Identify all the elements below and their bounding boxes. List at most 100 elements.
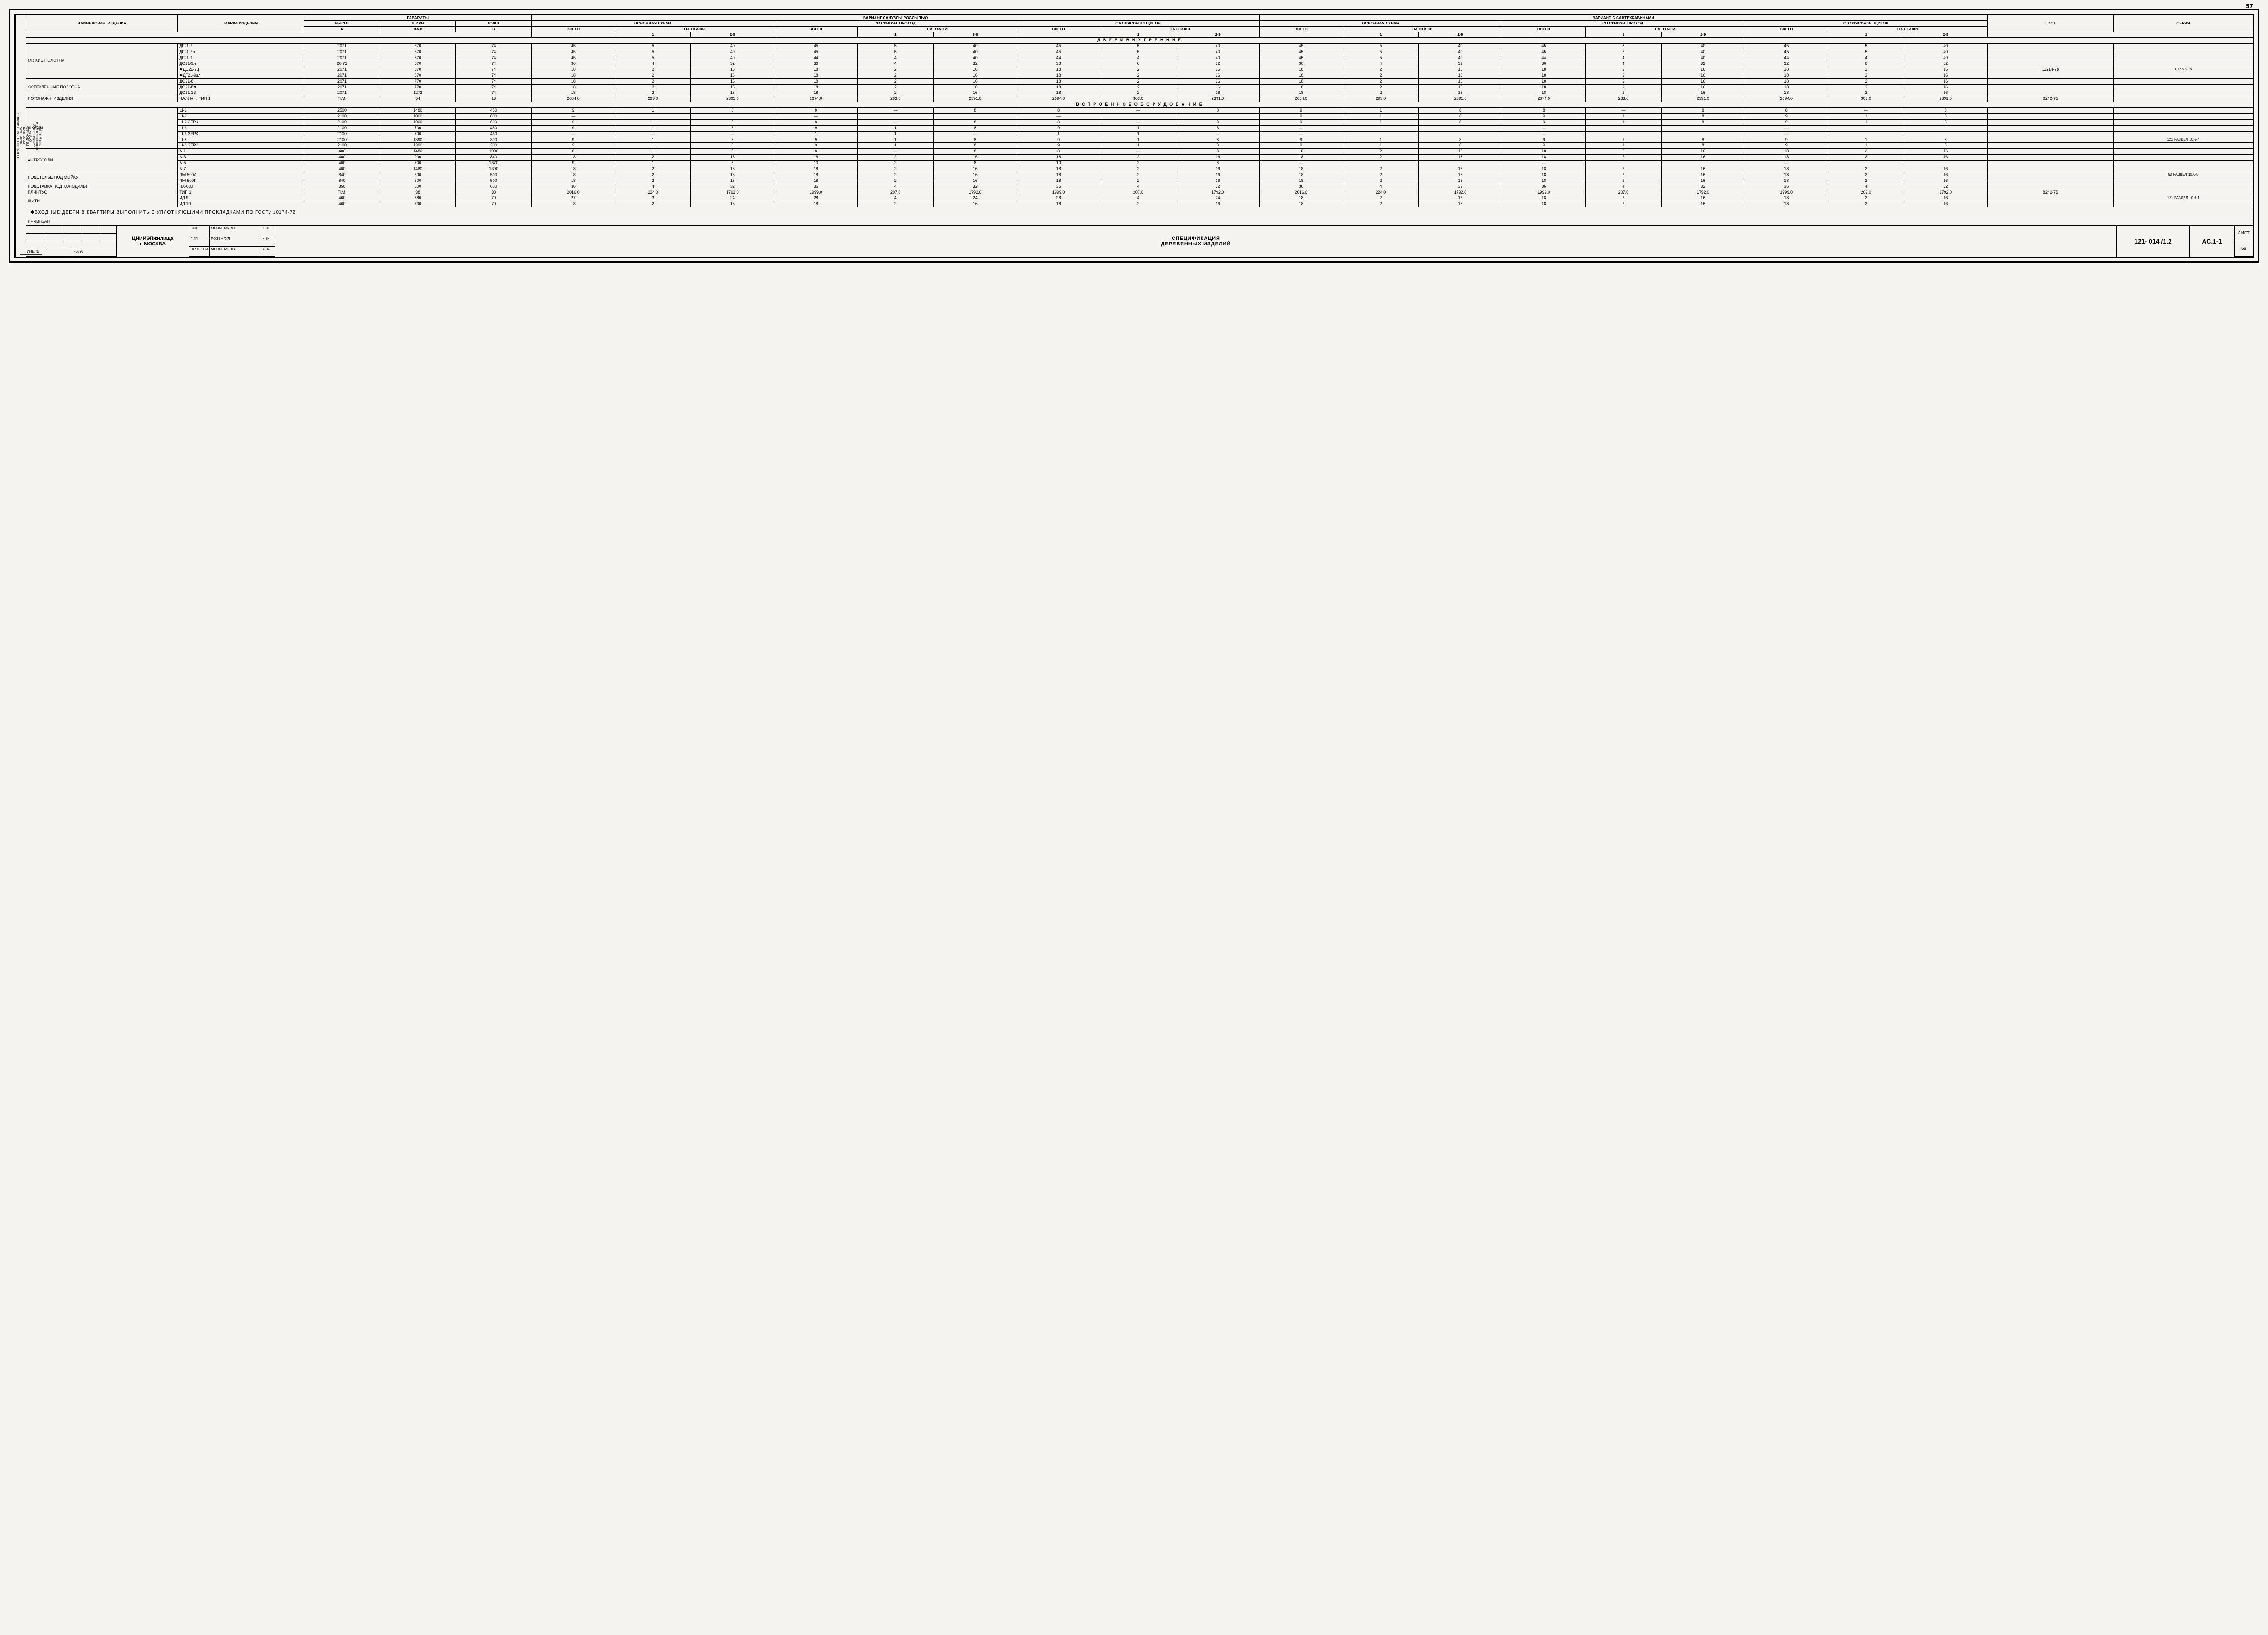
value-cell: 18 [774, 84, 858, 90]
table-row: Ш-62100700450918918918——— [26, 125, 2253, 131]
value-cell: 18 [774, 201, 858, 207]
value-cell: 10 [774, 161, 858, 166]
dim-cell: 450 [456, 108, 532, 114]
value-cell: 2 [1828, 73, 1904, 78]
dim-cell: 600 [380, 172, 456, 178]
value-cell: — [1745, 131, 1828, 137]
value-cell: 2 [1585, 90, 1661, 96]
value-cell: 8 [1904, 137, 1987, 143]
value-cell: 293.0 [1343, 96, 1418, 102]
dim-cell: П.М. [304, 96, 380, 102]
dim-cell: 2100 [304, 113, 380, 119]
col-vsego: ВСЕГО [532, 26, 615, 32]
value-cell: 16 [1176, 67, 1260, 73]
value-cell: 16 [1904, 67, 1987, 73]
specification-table: НАИМЕНОВАН. ИЗДЕЛИЯ МАРКА ИЗДЕЛИЯ ГАБАРИ… [26, 15, 2253, 207]
value-cell: 16 [1176, 90, 1260, 96]
value-cell [1176, 113, 1260, 119]
value-cell: 2 [615, 201, 691, 207]
value-cell: 5 [615, 55, 691, 61]
value-cell: 18 [1260, 155, 1343, 161]
value-cell: 36 [774, 61, 858, 67]
tb-title: СПЕЦИФИКАЦИЯДЕРЕВЯННЫХ ИЗДЕЛИЙ [275, 226, 2117, 257]
value-cell: 5 [858, 49, 934, 55]
col-naet: НА ЭТАЖИ [1585, 26, 1745, 32]
table-row: Ш-8 ЗЕРК.21001390300918918918918918918 [26, 143, 2253, 149]
seria-cell [2114, 143, 2253, 149]
value-cell: 16 [1661, 201, 1745, 207]
seria-cell [2114, 44, 2253, 49]
value-cell: 2 [1828, 178, 1904, 184]
col-mark: МАРКА ИЗДЕЛИЯ [178, 15, 304, 32]
col-vsego: ВСЕГО [1017, 26, 1100, 32]
mark-cell: ДО21-9л [178, 61, 304, 67]
value-cell: 36 [1745, 184, 1828, 190]
value-cell: 5 [1343, 49, 1418, 55]
value-cell: 40 [1661, 44, 1745, 49]
value-cell: — [1745, 161, 1828, 166]
seria-cell [2114, 108, 2253, 114]
value-cell [1904, 131, 1987, 137]
seria-cell [2114, 125, 2253, 131]
value-cell: — [1100, 149, 1176, 155]
value-cell: — [1828, 108, 1904, 114]
dim-cell: 700 [380, 125, 456, 131]
value-cell: 2 [858, 90, 934, 96]
value-cell: 2684.0 [532, 96, 615, 102]
value-cell: 5 [1100, 44, 1176, 49]
mark-cell: ДГ21-7 [178, 44, 304, 49]
mark-cell: ✱ДГ21-9цл [178, 73, 304, 78]
value-cell: 4 [1585, 184, 1661, 190]
value-cell: 1792.0 [1176, 190, 1260, 195]
value-cell: 6 [1100, 61, 1176, 67]
value-cell: 24 [934, 195, 1017, 201]
col-b-sub: ТОЛЩ. [456, 21, 532, 26]
value-cell: 16 [1904, 78, 1987, 84]
dim-cell: 1480 [380, 166, 456, 172]
stamp-cell: ПОДПИСЬ И ДАТА [36, 17, 39, 255]
col-variant1: ВАРИАНТ САНУЗЛЫ РОССЫПЬЮ [532, 15, 1260, 21]
value-cell: 1 [615, 119, 691, 125]
value-cell: 2391.0 [1419, 96, 1502, 102]
table-row: Ш-2 ЗЕРК.210010006009188—88—8918918918 [26, 119, 2253, 125]
dim-cell: 2100 [304, 125, 380, 131]
value-cell: 2 [615, 172, 691, 178]
value-cell: 40 [934, 49, 1017, 55]
value-cell: 1 [858, 125, 934, 131]
value-cell: 224.0 [615, 190, 691, 195]
table-row: Ш-221001000600———918918918 [26, 113, 2253, 119]
value-cell: — [1502, 125, 1585, 131]
main-frame: НОРМОКОНТР. МЕНЬШИКОВ ЛАШКЕВИЧ РОЗЕНГУЛ … [14, 14, 2254, 258]
value-cell: 40 [1176, 55, 1260, 61]
value-cell: 2 [1585, 149, 1661, 155]
value-cell: 2 [858, 84, 934, 90]
value-cell: 1 [1100, 131, 1176, 137]
seria-cell [2114, 166, 2253, 172]
value-cell: 18 [1745, 84, 1828, 90]
value-cell: 24 [1176, 195, 1260, 201]
value-cell: 16 [1661, 73, 1745, 78]
value-cell: 32 [934, 184, 1017, 190]
mark-cell: ДГ21-9 [178, 55, 304, 61]
value-cell: 18 [1017, 90, 1100, 96]
value-cell [1343, 161, 1418, 166]
table-row: ДО21-9л20.718707436432364323863236432364… [26, 61, 2253, 67]
value-cell: 9 [1260, 119, 1343, 125]
value-cell: 2 [1343, 166, 1418, 172]
value-cell: 8 [934, 137, 1017, 143]
value-cell: — [691, 131, 774, 137]
value-cell: 9 [532, 119, 615, 125]
section-builtin: В С Т Р О Е Н Н О Е О Б О Р У Д О В А Н … [26, 102, 2253, 108]
value-cell: 9 [774, 143, 858, 149]
mark-cell: Ш-6 ЗЕРК. [178, 131, 304, 137]
value-cell: 8 [774, 119, 858, 125]
value-cell: 18 [1502, 84, 1585, 90]
value-cell: 16 [1904, 84, 1987, 90]
value-cell: 16 [1904, 178, 1987, 184]
value-cell: 40 [1904, 49, 1987, 55]
value-cell: 36 [1017, 184, 1100, 190]
value-cell: 2 [1343, 78, 1418, 84]
value-cell: 44 [774, 55, 858, 61]
mark-cell: ДО21-8 [178, 78, 304, 84]
value-cell: 8 [1176, 108, 1260, 114]
